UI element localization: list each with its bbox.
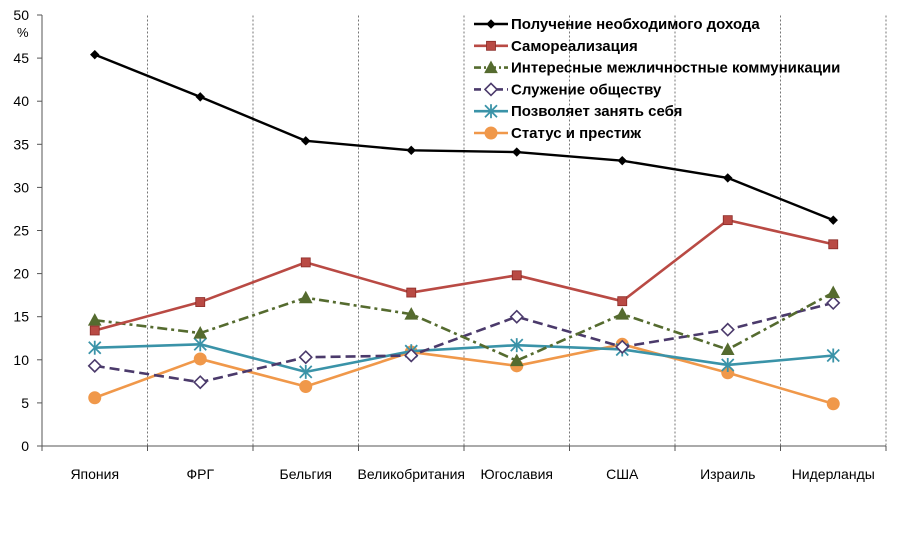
y-tick-label: 15: [13, 309, 29, 325]
data-point: [301, 136, 311, 146]
data-point: [828, 239, 839, 250]
data-point: [406, 287, 417, 298]
series: [89, 215, 839, 336]
series-line: [94, 53, 834, 222]
y-tick-label: 50: [13, 7, 29, 23]
data-point: [486, 19, 496, 29]
x-category-label: Нидерланды: [792, 466, 875, 482]
y-tick-label: 20: [13, 266, 29, 282]
x-category-label: Великобритания: [357, 466, 465, 482]
series: [87, 285, 841, 367]
data-point: [721, 357, 735, 372]
data-point: [509, 353, 524, 367]
data-point: [484, 126, 498, 140]
data-point: [89, 325, 100, 336]
data-point: [510, 338, 524, 353]
data-point: [720, 322, 735, 337]
data-point: [826, 285, 841, 299]
series-line: [94, 342, 834, 406]
data-point: [484, 104, 498, 119]
data-point: [404, 348, 419, 363]
legend-label: Служение обществу: [511, 81, 662, 98]
data-point: [720, 342, 735, 355]
series: [90, 49, 838, 225]
data-point: [617, 296, 628, 307]
data-point: [826, 397, 840, 411]
data-point: [617, 155, 627, 166]
x-category-label: США: [606, 466, 639, 482]
data-point: [486, 40, 496, 51]
legend-label: Получение необходимого дохода: [511, 16, 760, 33]
data-point: [195, 297, 206, 307]
data-point: [299, 380, 313, 394]
y-tick-label: 25: [13, 223, 29, 239]
data-point: [723, 173, 733, 183]
data-point: [195, 92, 205, 102]
y-tick-label: 0: [21, 438, 29, 454]
legend: Получение необходимого дохода Самореализа…: [474, 16, 840, 142]
x-category-label: Израиль: [700, 466, 755, 482]
data-point: [193, 337, 207, 352]
legend-item: Служение обществу: [474, 81, 662, 98]
data-point: [300, 257, 311, 268]
data-point: [826, 295, 841, 311]
legend-item: Интересные межличностные коммуникации: [474, 60, 840, 77]
data-point: [193, 352, 207, 366]
data-point: [484, 60, 498, 74]
series-line: [94, 218, 834, 332]
y-tick-label: 35: [13, 136, 29, 152]
series-line: [94, 291, 834, 362]
data-point: [404, 307, 419, 320]
y-axis-unit-label: %: [17, 25, 29, 40]
legend-label: Позволяет занять себя: [511, 103, 682, 120]
legend-label: Статус и престиж: [511, 125, 641, 142]
series: [88, 337, 840, 379]
y-tick-label: 10: [13, 352, 29, 368]
data-point: [298, 350, 313, 365]
legend-item: Позволяет занять себя: [474, 103, 682, 120]
x-category-label: Япония: [70, 466, 119, 482]
data-point: [511, 270, 522, 281]
data-point: [87, 358, 102, 373]
data-point: [87, 313, 102, 326]
y-tick-label: 5: [21, 395, 29, 411]
x-axis-category-labels: Япония ФРГ Бельгия Великобритания Югославия С…: [70, 466, 874, 482]
y-tick-label: 40: [13, 93, 29, 109]
y-tick-label: 30: [13, 179, 29, 195]
data-point: [299, 364, 313, 379]
legend-item: Самореализация: [474, 38, 638, 55]
data-point: [615, 339, 630, 355]
x-category-label: ФРГ: [186, 466, 214, 482]
x-category-label: Югославия: [480, 466, 553, 482]
data-point: [722, 215, 733, 226]
x-category-label: Бельгия: [280, 466, 332, 482]
data-point: [298, 290, 313, 304]
data-point: [512, 147, 522, 157]
legend-item: Получение необходимого дохода: [474, 16, 760, 33]
series-group: [87, 49, 841, 411]
y-axis-ticks: 0 5 10 15 20 25 30 35 40 45 50: [13, 7, 42, 454]
data-point: [509, 309, 524, 324]
legend-item: Статус и престиж: [474, 125, 641, 142]
data-point: [88, 391, 102, 405]
data-point: [90, 49, 100, 60]
data-point: [826, 348, 840, 363]
series-line: [94, 342, 834, 374]
data-point: [615, 307, 630, 320]
data-point: [483, 82, 499, 97]
data-point: [193, 326, 208, 339]
y-tick-label: 45: [13, 50, 29, 66]
data-point: [828, 215, 838, 225]
series: [88, 337, 840, 411]
data-point: [406, 145, 416, 156]
legend-label: Интересные межличностные коммуникации: [511, 60, 840, 77]
data-point: [88, 340, 102, 355]
legend-label: Самореализация: [511, 38, 638, 55]
data-point: [193, 375, 208, 390]
